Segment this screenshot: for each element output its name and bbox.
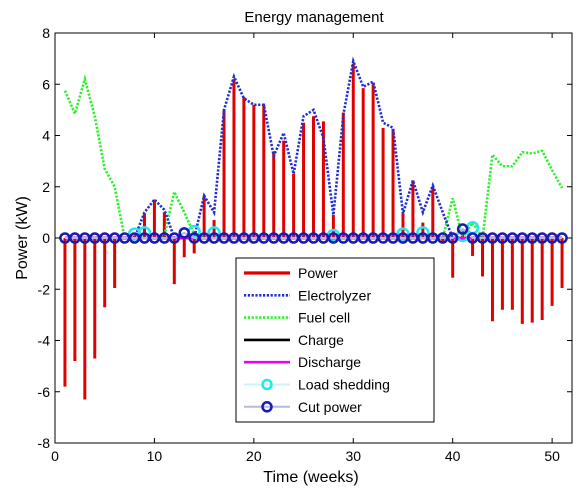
cut-power-marker — [446, 232, 459, 244]
chart-title: Energy management — [244, 9, 384, 26]
x-tick-label: 0 — [51, 448, 59, 464]
x-axis-label: Time (weeks) — [263, 469, 358, 486]
plot-area — [59, 56, 568, 400]
legend-swatch-marker — [261, 401, 273, 413]
x-tick-label: 20 — [246, 448, 262, 464]
legend-entry: Discharge — [244, 354, 361, 370]
legend-entry: Power — [244, 265, 338, 281]
y-tick-label: -6 — [38, 384, 51, 400]
x-tick-label: 40 — [445, 448, 461, 464]
legend-entry: Load shedding — [244, 377, 390, 393]
legend-items: Power Electrolyzer Fuel cell Charge Discharg… — [244, 265, 390, 415]
legend-label: Cut power — [298, 399, 362, 415]
electrolyzer-line — [64, 56, 563, 240]
x-tick-label: 50 — [544, 448, 560, 464]
x-tick-label: 30 — [345, 448, 361, 464]
y-tick-label: -8 — [38, 435, 51, 451]
y-tick-label: 4 — [42, 128, 50, 144]
cut-power-marker — [456, 223, 469, 235]
legend-label: Fuel cell — [298, 310, 350, 326]
legend-entry: Cut power — [244, 399, 362, 415]
legend: Power Electrolyzer Fuel cell Charge Discharg… — [235, 257, 435, 423]
y-tick-label: -4 — [38, 333, 51, 349]
y-tick-label: 0 — [42, 230, 50, 246]
cut-power-markers — [59, 223, 568, 244]
cut-power-marker — [168, 232, 181, 244]
cut-power-marker — [556, 232, 568, 244]
axes: 0 10 20 30 40 50 -8 -6 -4 -2 0 2 4 6 8 — [38, 25, 573, 464]
legend-entry: Fuel cell — [244, 310, 350, 326]
y-axis-label: Power (kW) — [14, 196, 31, 280]
y-tick-label: 6 — [42, 76, 50, 92]
legend-label: Power — [298, 265, 338, 281]
y-tick-label: 8 — [42, 25, 50, 41]
x-tick-label: 10 — [147, 448, 163, 464]
legend-label: Charge — [298, 332, 344, 348]
load-shedding-marker — [396, 227, 410, 241]
legend-entry: Electrolyzer — [244, 287, 371, 303]
legend-entry: Charge — [244, 332, 344, 348]
y-tick-label: 2 — [42, 179, 50, 195]
cut-power-marker — [178, 227, 190, 239]
legend-label: Electrolyzer — [298, 287, 371, 303]
legend-swatch-marker — [261, 378, 273, 391]
legend-label: Load shedding — [298, 377, 390, 393]
y-tick-label: -2 — [38, 281, 51, 297]
legend-label: Discharge — [298, 354, 361, 370]
